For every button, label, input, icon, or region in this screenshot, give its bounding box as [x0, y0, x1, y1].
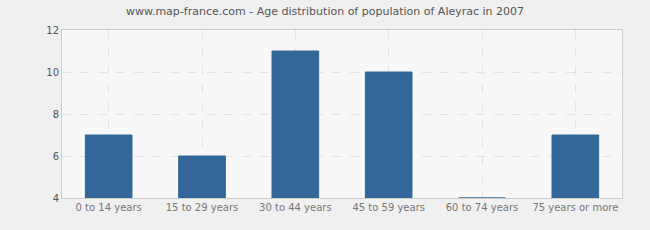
svg-text:4: 4: [53, 193, 59, 204]
svg-text:75 years or more: 75 years or more: [532, 202, 618, 213]
svg-text:8: 8: [53, 109, 59, 120]
svg-text:12: 12: [46, 25, 59, 36]
svg-text:45 to 59 years: 45 to 59 years: [352, 202, 425, 213]
svg-text:30 to 44 years: 30 to 44 years: [259, 202, 332, 213]
svg-text:10: 10: [46, 67, 59, 78]
svg-text:15 to 29 years: 15 to 29 years: [166, 202, 239, 213]
svg-text:6: 6: [53, 151, 59, 162]
svg-text:0 to 14 years: 0 to 14 years: [76, 202, 142, 213]
svg-text:60 to 74 years: 60 to 74 years: [446, 202, 519, 213]
svg-text:www.map-france.com - Age distr: www.map-france.com - Age distribution of…: [126, 5, 524, 18]
